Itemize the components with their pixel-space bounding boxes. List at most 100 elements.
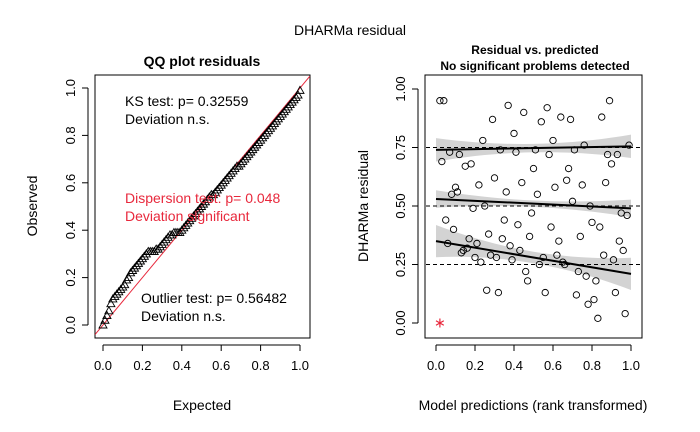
qq-point bbox=[214, 182, 225, 191]
qq-point bbox=[113, 286, 124, 296]
residual-point bbox=[516, 246, 524, 255]
qq-x-tick-label: 0.4 bbox=[173, 358, 191, 373]
quantile-confidence-bands bbox=[436, 134, 631, 290]
residual-point bbox=[502, 188, 510, 196]
qq-point bbox=[275, 111, 286, 120]
residual-point bbox=[440, 97, 448, 105]
qq-x-tick-label: 1.0 bbox=[291, 358, 309, 373]
qq-point bbox=[273, 113, 284, 123]
qq-point bbox=[115, 284, 126, 293]
qq-point bbox=[242, 151, 252, 161]
dispersion-deviation-annotation: Deviation significant bbox=[125, 208, 250, 224]
qq-point bbox=[135, 256, 146, 265]
qq-point bbox=[131, 260, 142, 270]
qq-point bbox=[141, 248, 152, 258]
residual-point bbox=[531, 146, 540, 154]
residual-point bbox=[557, 113, 565, 121]
qq-point bbox=[157, 239, 167, 248]
qq-plot-title: QQ plot residuals bbox=[144, 53, 261, 69]
qq-point bbox=[220, 175, 230, 184]
residual-point bbox=[469, 204, 477, 212]
qq-point bbox=[224, 170, 234, 180]
residual-point bbox=[574, 267, 582, 276]
residual-point bbox=[561, 260, 569, 269]
outlier-deviation-annotation: Deviation n.s. bbox=[141, 308, 226, 324]
qq-point bbox=[198, 199, 209, 208]
qq-x-tick-label: 0.2 bbox=[133, 358, 151, 373]
residual-plot-frame bbox=[424, 74, 643, 339]
qq-point bbox=[245, 147, 256, 156]
residual-point bbox=[572, 291, 581, 299]
residual-point bbox=[527, 209, 536, 217]
residual-point bbox=[529, 164, 538, 173]
qq-point bbox=[180, 220, 191, 229]
qq-point bbox=[208, 189, 219, 199]
qq-point bbox=[184, 215, 195, 225]
qq-point bbox=[230, 163, 240, 173]
qq-point bbox=[240, 154, 250, 163]
qq-point bbox=[287, 97, 297, 106]
qq-point bbox=[161, 234, 171, 244]
residual-point bbox=[582, 272, 590, 280]
residual-y-tick-label: 0.00 bbox=[393, 310, 408, 335]
qq-y-tick-label: 0.8 bbox=[63, 126, 78, 144]
residual-y-axis: 0.00 0.25 0.50 0.75 1.00 bbox=[393, 76, 419, 336]
residual-x-tick-label: 1.0 bbox=[622, 358, 640, 373]
residual-point bbox=[564, 164, 573, 173]
qq-point bbox=[104, 305, 114, 315]
qq-x-tick-label: 0.8 bbox=[252, 358, 270, 373]
qq-point bbox=[192, 206, 203, 215]
qq-point bbox=[137, 253, 148, 263]
qq-point bbox=[194, 203, 205, 213]
qq-point bbox=[100, 315, 110, 324]
qq-point bbox=[251, 139, 262, 149]
residual-point bbox=[508, 256, 516, 264]
residual-point bbox=[588, 218, 596, 227]
qq-point bbox=[285, 99, 295, 109]
residual-point bbox=[602, 178, 610, 187]
residual-point bbox=[455, 150, 464, 159]
residual-x-tick-label: 0.6 bbox=[544, 358, 562, 373]
residual-point bbox=[590, 295, 598, 304]
residual-point bbox=[621, 309, 629, 318]
qq-y-tick-label: 0.4 bbox=[63, 221, 78, 239]
qq-point bbox=[106, 298, 116, 308]
residual-x-tick-label: 0.2 bbox=[466, 358, 484, 373]
residual-x-axis: 0.0 0.2 0.4 0.6 0.8 1.0 bbox=[427, 344, 640, 373]
qq-point bbox=[267, 121, 278, 130]
qq-point bbox=[269, 118, 280, 128]
qq-point bbox=[271, 116, 282, 125]
residual-x-tick-label: 0.8 bbox=[583, 358, 601, 373]
qq-point bbox=[108, 294, 118, 303]
residual-point bbox=[510, 129, 518, 138]
residual-point bbox=[525, 232, 534, 241]
qq-y-tick-label: 1.0 bbox=[63, 79, 78, 97]
residual-point bbox=[496, 146, 504, 154]
qq-plot-panel: QQ plot residuals 0.0 0.2 0.4 0.6 0.8 1.0 0.0… bbox=[24, 53, 311, 413]
residual-point bbox=[603, 150, 612, 159]
qq-point bbox=[129, 263, 140, 272]
residual-point bbox=[514, 221, 522, 229]
residual-point bbox=[547, 223, 555, 231]
residual-point bbox=[449, 225, 458, 234]
qq-point bbox=[257, 132, 268, 142]
ks-test-annotation: KS test: p= 0.32559 bbox=[125, 93, 249, 109]
residual-point bbox=[543, 104, 551, 112]
outlier-test-annotation: Outlier test: p= 0.56482 bbox=[141, 290, 287, 306]
residual-point bbox=[568, 197, 577, 205]
qq-point bbox=[289, 94, 299, 104]
qq-point bbox=[204, 192, 215, 201]
qq-point bbox=[177, 225, 187, 234]
qq-point bbox=[236, 158, 246, 168]
qq-point bbox=[127, 265, 138, 274]
qq-y-tick-label: 0.6 bbox=[63, 174, 78, 192]
residual-point bbox=[463, 244, 471, 252]
qq-point bbox=[119, 279, 130, 289]
residual-point bbox=[524, 277, 532, 285]
outlier-markers-layer bbox=[435, 318, 445, 328]
quantile-fit-0.75 bbox=[435, 145, 632, 151]
residual-point bbox=[484, 230, 493, 238]
residual-point bbox=[471, 253, 479, 262]
quantile-fit-0.25 bbox=[435, 240, 632, 275]
residual-point bbox=[494, 288, 503, 297]
